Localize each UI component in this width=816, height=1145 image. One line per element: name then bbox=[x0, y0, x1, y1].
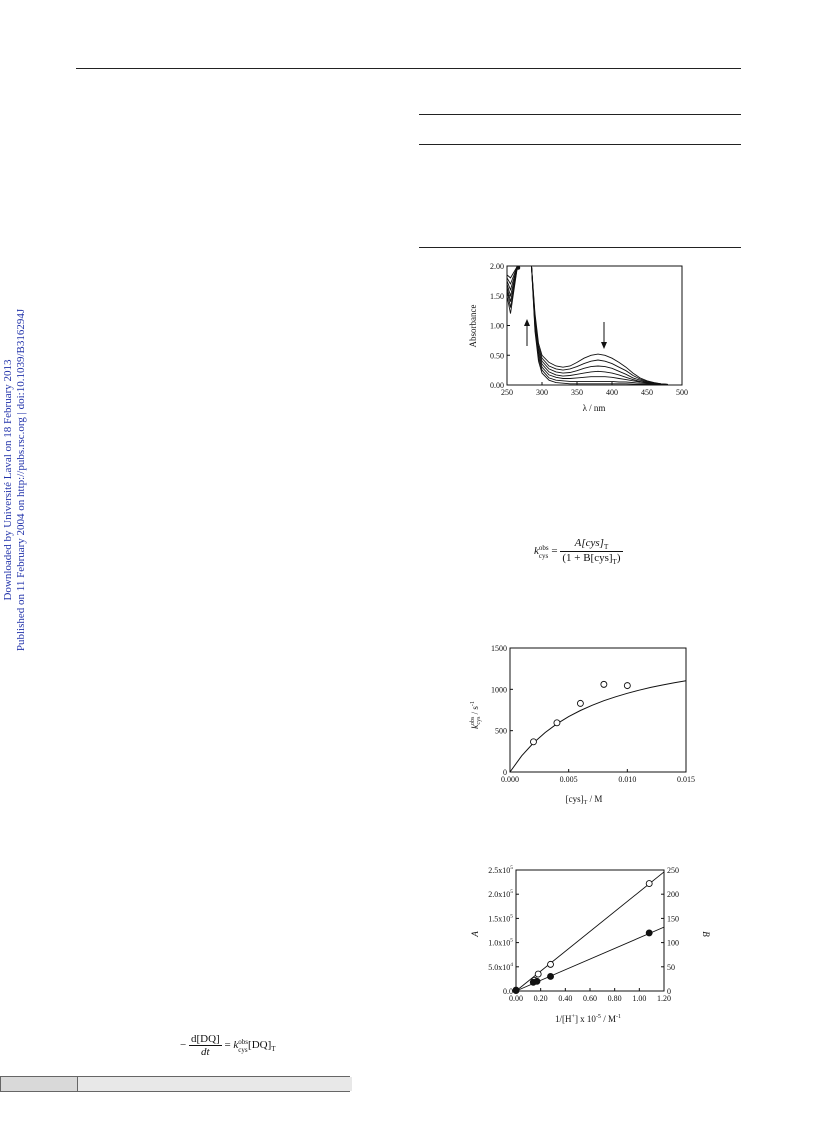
fit-line bbox=[515, 926, 665, 992]
x-tick-label: 450 bbox=[641, 388, 653, 397]
filled-data-point bbox=[645, 929, 653, 937]
x-tick-label: 350 bbox=[571, 388, 583, 397]
x-tick-label: 500 bbox=[676, 388, 688, 397]
spectrum-line bbox=[506, 265, 669, 386]
right-y-tick-label: 250 bbox=[667, 866, 679, 875]
download-notice: Downloaded by Université Laval on 18 Feb… bbox=[2, 359, 14, 601]
publication-notice: Published on 11 February 2004 on http://… bbox=[15, 308, 27, 652]
rate-expression-equation: − d[DQ] dt = k obs cys [DQ]T bbox=[180, 1033, 276, 1058]
y-tick-label: 2.00 bbox=[490, 262, 504, 271]
footer-bar bbox=[0, 1076, 352, 1092]
x-tick-label: 0.60 bbox=[583, 994, 597, 1003]
x-tick-label: 300 bbox=[536, 388, 548, 397]
filled-data-point bbox=[533, 977, 541, 985]
y-tick-label: 1000 bbox=[491, 685, 507, 694]
data-point bbox=[600, 680, 608, 688]
x-tick-label: 0.20 bbox=[534, 994, 548, 1003]
y-axis-label: kobscys / s-1 bbox=[470, 701, 482, 729]
spectrum-line bbox=[506, 265, 669, 385]
x-axis-label: λ / nm bbox=[583, 403, 606, 413]
rate-constant: k obs cys bbox=[233, 1037, 249, 1054]
open-data-point bbox=[547, 960, 554, 968]
header-rule bbox=[76, 68, 741, 69]
spectrum-line bbox=[506, 265, 669, 385]
table-rule-top bbox=[419, 114, 741, 115]
x-tick-label: 400 bbox=[606, 388, 618, 397]
fit-line bbox=[515, 871, 665, 992]
right-y-tick-label: 0 bbox=[667, 987, 671, 996]
y-axis-label: Absorbance bbox=[468, 305, 478, 348]
x-axis-label: [cys]T / M bbox=[566, 794, 603, 806]
up-arrow-head bbox=[524, 319, 530, 326]
y-tick-label: 1.00 bbox=[490, 322, 504, 331]
y-tick-label: 0 bbox=[503, 768, 507, 777]
left-y-tick-label: 5.0x104 bbox=[488, 962, 513, 972]
down-arrow-head bbox=[601, 342, 607, 349]
table-rule-mid bbox=[419, 144, 741, 145]
y-tick-label: 1.50 bbox=[490, 292, 504, 301]
left-y-tick-label: 0.0 bbox=[503, 987, 513, 996]
spectrum-line bbox=[506, 265, 669, 385]
spectrum-line bbox=[506, 265, 669, 385]
data-point bbox=[623, 682, 631, 690]
derivative-fraction: d[DQ] dt bbox=[188, 1033, 222, 1058]
x-tick-label: 0.00 bbox=[509, 994, 523, 1003]
x-tick-label: 0.80 bbox=[608, 994, 622, 1003]
table-rule-bottom bbox=[419, 247, 741, 248]
open-data-point bbox=[645, 880, 653, 888]
open-data-point bbox=[534, 970, 542, 978]
x-tick-label: 250 bbox=[501, 388, 513, 397]
x-tick-label: 0.015 bbox=[677, 775, 695, 784]
left-y-tick-label: 2.5x105 bbox=[488, 865, 513, 875]
left-y-tick-label: 1.0x105 bbox=[488, 938, 513, 948]
data-point bbox=[530, 738, 537, 746]
data-point bbox=[553, 719, 561, 727]
absorbance-spectra-chart: 250 300 350 400 450 500 0.00 0.50 1.00 1.50 2.00 A… bbox=[468, 262, 688, 413]
right-y-tick-label: 100 bbox=[667, 939, 679, 948]
y-tick-label: 1500 bbox=[491, 644, 507, 653]
x-tick-label: 1.20 bbox=[657, 994, 671, 1003]
left-y-tick-label: 2.0x105 bbox=[488, 889, 513, 899]
y-tick-label: 0.00 bbox=[490, 381, 504, 390]
right-y-tick-label: 50 bbox=[667, 963, 675, 972]
acid-dependence-chart: 0.00 0.20 0.40 0.60 0.80 1.00 1.20 0.0 5.0x104 1.… bbox=[470, 865, 711, 1024]
x-tick-label: 0.005 bbox=[560, 775, 578, 784]
y-tick-label: 0.50 bbox=[490, 351, 504, 360]
rate-constant: k obs cys bbox=[534, 543, 549, 560]
kobs-vs-cys-chart: 0.000 0.005 0.010 0.015 0 500 1000 1500 kobscys… bbox=[470, 644, 695, 806]
right-y-tick-label: 200 bbox=[667, 890, 679, 899]
rate-law-equation: k obs cys = A[cys]T (1 + B[cys]T) bbox=[534, 537, 623, 567]
right-axis-label: B bbox=[701, 931, 711, 937]
x-tick-label: 1.00 bbox=[632, 994, 646, 1003]
marker-dot bbox=[516, 265, 521, 270]
x-tick-label: 0.000 bbox=[501, 775, 519, 784]
x-tick-label: 0.010 bbox=[618, 775, 636, 784]
y-tick-label: 500 bbox=[495, 727, 507, 736]
data-point bbox=[576, 699, 584, 707]
fit-curve bbox=[509, 680, 687, 773]
plot-frame bbox=[509, 647, 687, 773]
x-axis-label: 1/[H+] x 10-5 / M-1 bbox=[555, 1014, 621, 1024]
x-tick-label: 0.40 bbox=[558, 994, 572, 1003]
left-axis-label: A bbox=[470, 931, 480, 938]
filled-data-point bbox=[547, 973, 554, 980]
filled-data-point bbox=[512, 987, 520, 994]
left-y-tick-label: 1.5x105 bbox=[488, 913, 513, 923]
spectrum-line bbox=[506, 265, 669, 385]
spectrum-line bbox=[506, 265, 669, 386]
right-y-tick-label: 150 bbox=[667, 914, 679, 923]
footer-bar-segment bbox=[77, 1077, 352, 1091]
rate-fraction: A[cys]T (1 + B[cys]T) bbox=[560, 537, 623, 567]
